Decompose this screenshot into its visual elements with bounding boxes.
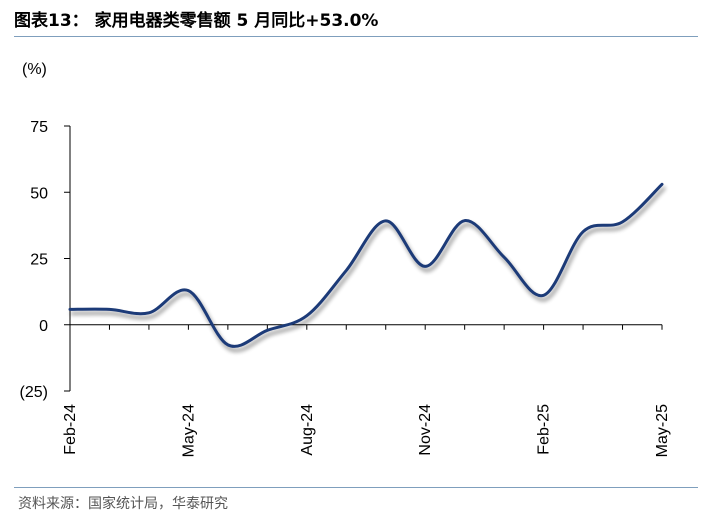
x-axis: Feb-24 May-24 Aug-24 Nov-24 Feb-25 May-25 bbox=[62, 324, 671, 457]
y-tick-label: 50 bbox=[30, 185, 48, 202]
y-unit-label: (%) bbox=[22, 61, 47, 78]
x-tick-label: Feb-25 bbox=[536, 404, 553, 455]
series-line bbox=[68, 182, 664, 348]
y-tick-label: 0 bbox=[39, 318, 48, 335]
data-series bbox=[68, 182, 664, 348]
y-tick-label: (25) bbox=[20, 384, 48, 401]
y-tick-label: 25 bbox=[30, 252, 48, 269]
y-axis: 75 50 25 0 (25) bbox=[20, 119, 71, 401]
source-note: 资料来源：国家统计局，华泰研究 bbox=[18, 496, 228, 512]
x-tick-label: Feb-24 bbox=[62, 404, 79, 455]
x-tick-label: Nov-24 bbox=[417, 404, 434, 456]
x-tick-label: Aug-24 bbox=[299, 404, 316, 456]
bottom-divider bbox=[14, 487, 698, 488]
x-tick-label: May-25 bbox=[654, 404, 671, 457]
y-tick-label: 75 bbox=[30, 119, 48, 136]
top-divider bbox=[14, 36, 698, 37]
x-tick-label: May-24 bbox=[180, 404, 197, 457]
figure-title: 图表13： 家用电器类零售额 5 月同比+53.0% bbox=[14, 11, 379, 31]
